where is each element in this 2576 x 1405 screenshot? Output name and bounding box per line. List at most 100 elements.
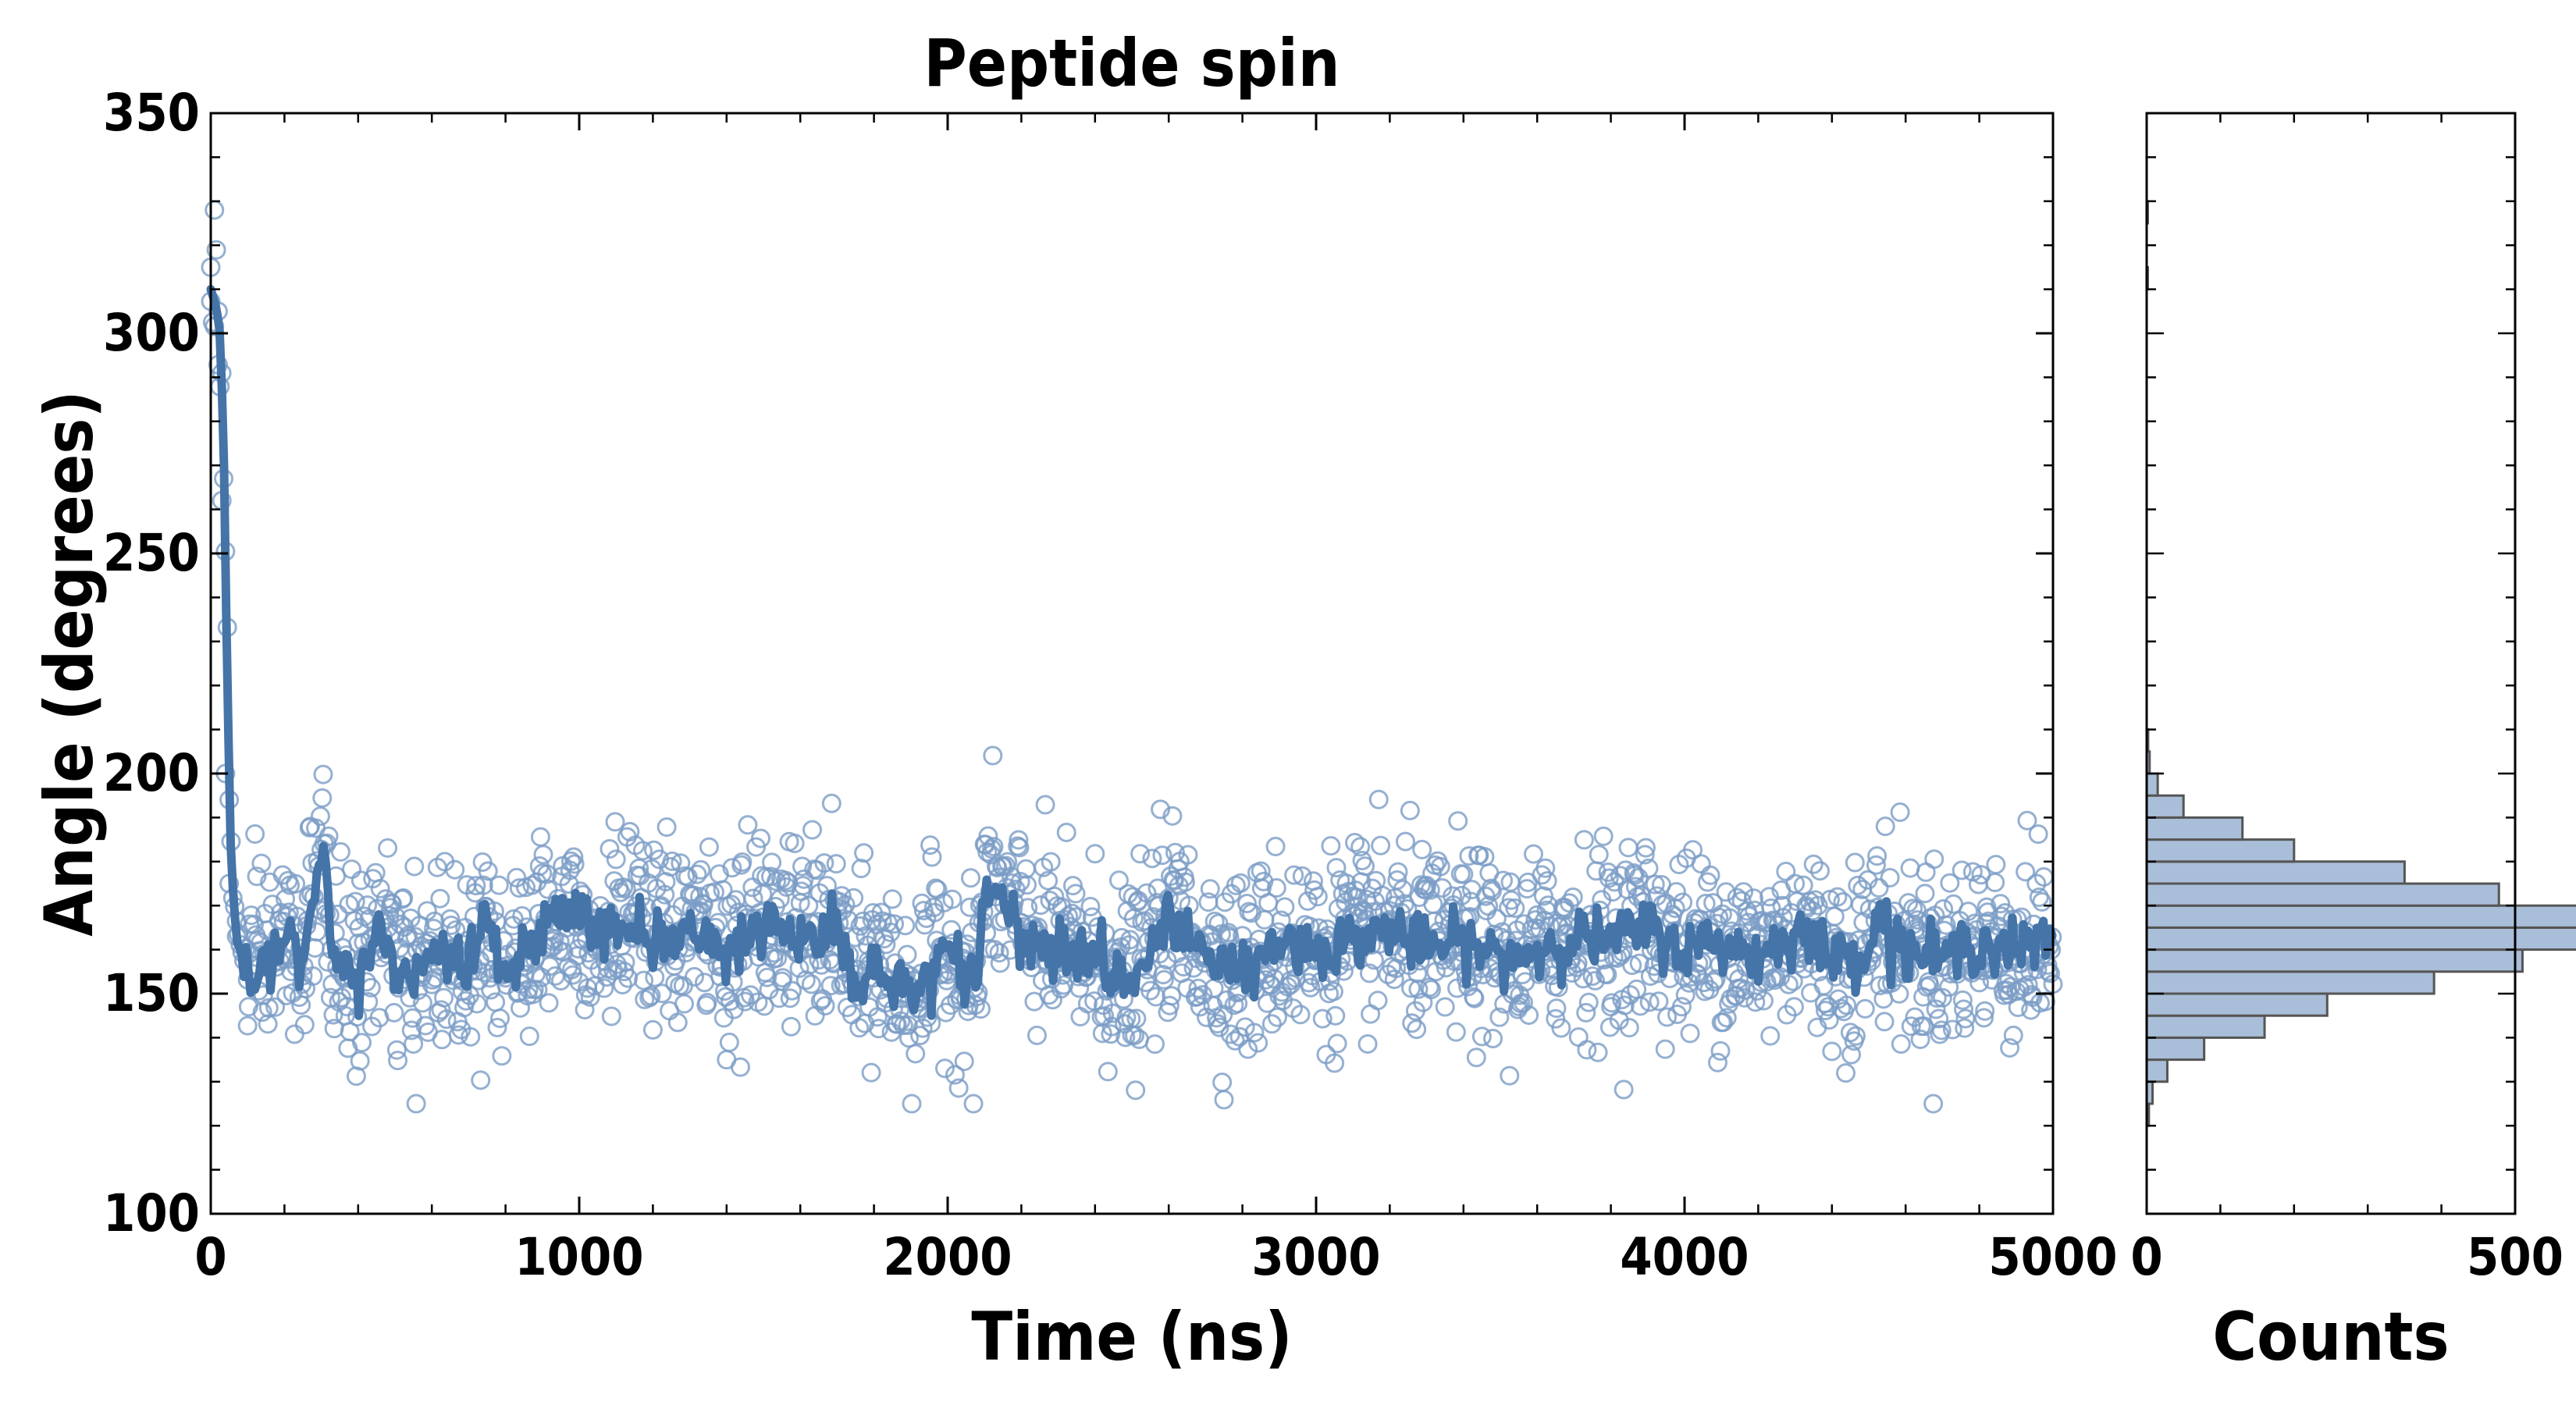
scatter-point <box>432 1030 452 1050</box>
scatter-point <box>1845 1026 1866 1046</box>
histogram-bar <box>2145 772 2159 797</box>
scatter-point <box>402 1008 422 1028</box>
scatter-point <box>1080 896 1101 916</box>
scatter-point <box>1986 855 2006 875</box>
scatter-point <box>1739 906 1759 927</box>
scatter-point <box>614 877 634 898</box>
scatter-point <box>1101 1024 1121 1044</box>
histogram-bar <box>2145 794 2185 819</box>
scatter-point <box>821 793 841 813</box>
scatter-point <box>1517 879 1537 899</box>
scatter-point <box>634 970 654 991</box>
scatter-point <box>1837 995 1857 1016</box>
scatter-point <box>1675 985 1695 1005</box>
scatter-point <box>537 864 557 884</box>
histogram-bar <box>2145 904 2576 929</box>
scatter-point <box>440 909 461 929</box>
scatter-point <box>978 826 998 846</box>
scatter-point <box>1546 998 1567 1019</box>
scatter-point <box>1890 802 1910 823</box>
histogram-plot: 0 500 Counts <box>2130 112 2576 1376</box>
histogram-bar <box>2145 1058 2169 1083</box>
scatter-point <box>1880 867 1900 887</box>
running-average-line <box>206 285 2057 1020</box>
scatter-point <box>1395 831 1415 852</box>
scatter-point <box>1537 871 1557 891</box>
scatter-point <box>826 854 846 874</box>
scatter-point <box>1297 891 1318 911</box>
scatter-point <box>1448 811 1468 831</box>
scatter-point <box>1589 845 1609 865</box>
scatter-point <box>1927 988 1947 1008</box>
scatter-point <box>895 916 916 936</box>
scatter-point <box>1551 1018 1571 1038</box>
chart-title: Peptide spin <box>923 25 1340 101</box>
scatter-point <box>1940 873 1960 893</box>
scatter-point <box>1018 898 1038 918</box>
scatter-point <box>1753 991 1774 1011</box>
scatter-point <box>313 764 333 784</box>
scatter-point <box>393 887 414 908</box>
scatter-point <box>404 856 425 877</box>
scatter-point <box>1402 1013 1422 1033</box>
scatter-point <box>431 1000 451 1020</box>
scatter-point <box>284 1024 304 1044</box>
scatter-point <box>792 856 813 877</box>
x-tick-label: 2000 <box>883 1227 1012 1287</box>
scatter-point <box>954 1051 974 1072</box>
scatter-point <box>1248 1033 1268 1053</box>
scatter-point <box>1266 877 1286 898</box>
scatter-point <box>1635 838 1656 858</box>
scatter-point <box>1649 991 1669 1012</box>
scatter-point <box>1629 953 1649 973</box>
scatter-point <box>1866 855 1886 875</box>
scatter-point <box>1900 858 1920 878</box>
scatter-point <box>1051 979 1071 999</box>
scatter-point <box>1942 1019 1962 1040</box>
scatter-point <box>2038 961 2058 981</box>
scatter-point <box>639 987 660 1008</box>
scatter-point <box>963 1094 984 1114</box>
scatter-point <box>618 968 639 988</box>
scatter-point <box>1062 876 1083 896</box>
scatter-point <box>1952 990 1973 1010</box>
scatter-point <box>882 889 902 909</box>
scatter-point <box>898 1015 918 1035</box>
scatter-point <box>1784 997 1804 1017</box>
scatter-point <box>294 1015 315 1035</box>
scatter-point <box>519 1026 539 1047</box>
scatter-point <box>1120 930 1140 950</box>
scatter-point <box>350 1051 370 1071</box>
scatter-point <box>1325 1053 1345 1073</box>
scatter-point <box>1867 846 1888 866</box>
y-tick-label: 150 <box>103 963 200 1023</box>
scatter-point <box>492 1046 512 1066</box>
scatter-point <box>1673 892 1693 912</box>
scatter-point <box>258 998 279 1018</box>
scatter-point <box>735 991 755 1012</box>
scatter-point <box>430 888 450 909</box>
scatter-point <box>1577 1040 1597 1060</box>
scatter-point <box>466 876 486 896</box>
histogram-bar <box>2145 860 2406 885</box>
scatter-point <box>1142 848 1162 869</box>
scatter-point <box>310 806 330 827</box>
histogram-bar <box>2145 948 2524 973</box>
scatter-point <box>849 1018 870 1038</box>
scatter-point <box>948 1078 969 1098</box>
scatter-point <box>1614 995 1635 1016</box>
scatter-point <box>1230 873 1251 893</box>
scatter-point <box>1803 854 1823 874</box>
scatter-point <box>370 878 390 898</box>
scatter-point <box>382 894 402 914</box>
scatter-point <box>1102 1003 1123 1023</box>
scatter-point <box>970 999 991 1019</box>
scatter-point <box>674 994 695 1014</box>
scatter-point <box>1704 972 1724 992</box>
scatter-point <box>1603 882 1623 902</box>
scatter-point <box>998 852 1018 872</box>
scatter-point <box>1162 806 1183 826</box>
scatter-point <box>1228 994 1248 1014</box>
scatter-point <box>1190 997 1210 1017</box>
scatter-point <box>473 875 493 895</box>
